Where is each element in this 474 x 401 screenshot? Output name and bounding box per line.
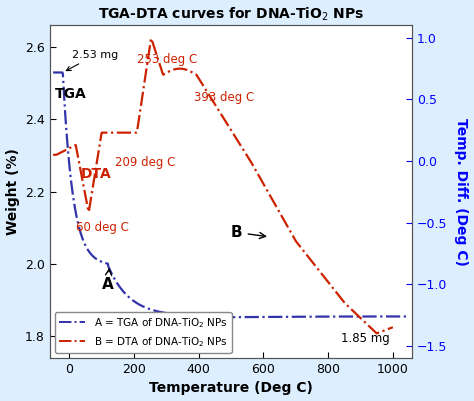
- Text: 2.53 mg: 2.53 mg: [66, 50, 119, 71]
- Text: 1.85 mg: 1.85 mg: [341, 332, 390, 344]
- Y-axis label: Weight (%): Weight (%): [6, 148, 19, 235]
- Text: TGA: TGA: [55, 87, 86, 101]
- Y-axis label: Temp. Diff. (Deg C): Temp. Diff. (Deg C): [455, 118, 468, 266]
- Text: A: A: [101, 269, 113, 292]
- Text: 209 deg C: 209 deg C: [115, 156, 175, 169]
- Text: 60 deg C: 60 deg C: [76, 221, 128, 235]
- Legend: A = TGA of DNA-TiO$_2$ NPs, B = DTA of DNA-TiO$_2$ NPs: A = TGA of DNA-TiO$_2$ NPs, B = DTA of D…: [55, 312, 231, 353]
- Text: 393 deg C: 393 deg C: [194, 91, 254, 104]
- Text: B: B: [231, 225, 265, 240]
- X-axis label: Temperature (Deg C): Temperature (Deg C): [149, 381, 313, 395]
- Text: DTA: DTA: [81, 167, 111, 181]
- Title: TGA-DTA curves for DNA-TiO$_2$ NPs: TGA-DTA curves for DNA-TiO$_2$ NPs: [98, 6, 364, 23]
- Text: 253 deg C: 253 deg C: [137, 53, 198, 66]
